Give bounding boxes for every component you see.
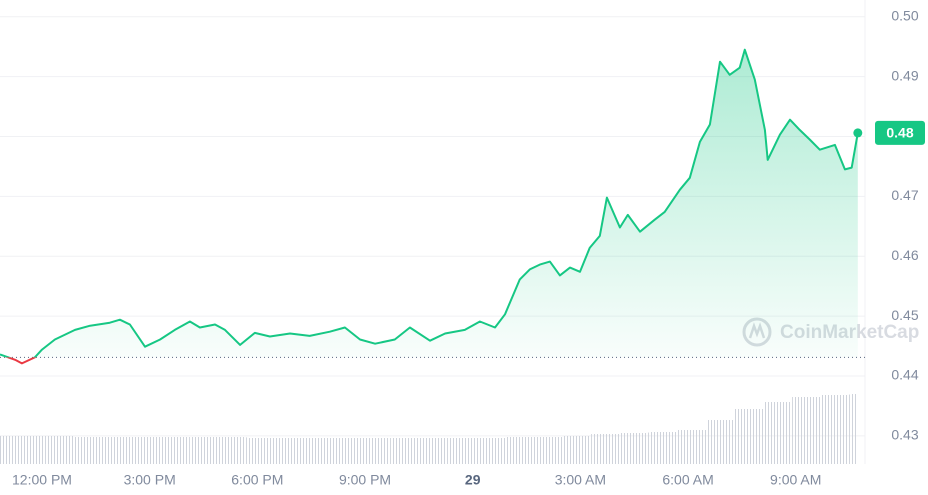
volume-bar bbox=[820, 395, 850, 464]
volume-bar bbox=[792, 397, 821, 464]
volume-bar bbox=[476, 438, 506, 464]
volume-bar bbox=[390, 438, 419, 464]
price-line bbox=[0, 48, 859, 358]
volume-bar bbox=[763, 402, 793, 464]
volume-bar bbox=[131, 437, 161, 464]
volume-bar bbox=[533, 437, 563, 464]
y-tick-label: 0.45 bbox=[891, 307, 918, 323]
volume-bar bbox=[591, 434, 620, 464]
volume-bar bbox=[217, 437, 247, 464]
volume-bar bbox=[361, 438, 391, 464]
x-tick-label: 3:00 AM bbox=[555, 472, 606, 488]
volume-bar bbox=[246, 438, 276, 464]
x-tick-label: 6:00 PM bbox=[231, 472, 283, 488]
x-tick-label: 9:00 PM bbox=[339, 472, 391, 488]
y-tick-label: 0.47 bbox=[891, 187, 918, 203]
volume-bar bbox=[304, 438, 333, 464]
y-tick-label: 0.44 bbox=[891, 367, 918, 383]
volume-bar bbox=[677, 430, 706, 464]
x-tick-label: 9:00 AM bbox=[770, 472, 821, 488]
current-price-label: 0.48 bbox=[886, 125, 913, 141]
volume-bar bbox=[103, 437, 132, 464]
x-tick-label: 6:00 AM bbox=[662, 472, 713, 488]
y-tick-label: 0.49 bbox=[891, 67, 918, 83]
volume-bar bbox=[447, 438, 477, 464]
volume-bar bbox=[505, 437, 534, 464]
y-tick-label: 0.43 bbox=[891, 427, 918, 443]
x-tick-label: 3:00 PM bbox=[124, 472, 176, 488]
price-area bbox=[0, 49, 858, 358]
volume-bar bbox=[418, 438, 448, 464]
volume-bar bbox=[16, 436, 46, 464]
volume-bar bbox=[332, 438, 362, 464]
x-tick-label: 29 bbox=[465, 472, 481, 488]
y-tick-label: 0.50 bbox=[891, 7, 918, 23]
current-price-box bbox=[875, 120, 925, 145]
x-tick-label: 12:00 PM bbox=[12, 472, 72, 488]
volume-bar bbox=[45, 436, 75, 464]
volume-bar bbox=[74, 437, 104, 464]
last-point bbox=[853, 128, 863, 138]
volume-bar bbox=[705, 420, 735, 464]
volume-bar bbox=[189, 437, 218, 464]
volume-bar bbox=[648, 432, 678, 464]
volume-bar bbox=[275, 438, 305, 464]
volume-bar bbox=[0, 436, 17, 464]
volume-bar bbox=[734, 409, 764, 464]
volume-bar bbox=[849, 394, 858, 464]
volume-bar bbox=[619, 433, 649, 464]
volume-bar bbox=[160, 437, 190, 464]
y-tick-label: 0.46 bbox=[891, 247, 918, 263]
volume-bar bbox=[562, 436, 592, 464]
